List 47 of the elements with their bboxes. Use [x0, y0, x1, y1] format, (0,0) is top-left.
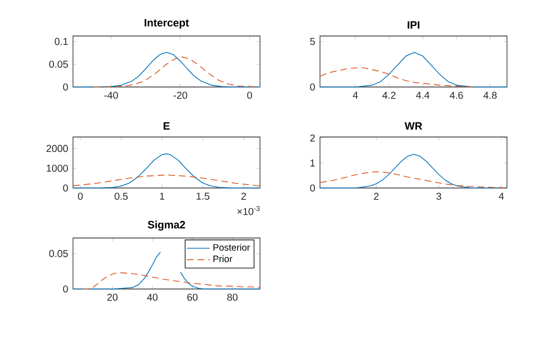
text: ×10$^{-3}$	[237, 206, 260, 216]
y-tick-label: 0	[63, 83, 68, 91]
x-tick-label: 4	[498, 192, 504, 200]
x-tick-label: 1.5	[196, 192, 210, 200]
x-tick-label: 2	[374, 192, 379, 200]
x-tick-label: 3	[436, 192, 442, 200]
x-tick-label: 2	[241, 192, 246, 200]
line-series	[72, 153, 260, 188]
x-tick-label: 1	[160, 192, 164, 200]
x-tick-label: 4.8	[483, 92, 497, 99]
y-tick-label: 0.05	[49, 60, 68, 68]
chart-title: IPI	[408, 21, 420, 29]
chart-title: Intercept	[144, 19, 189, 29]
y-tick-label: 0	[310, 83, 315, 91]
y-tick-label: 5	[310, 38, 315, 45]
chart-title: WR	[404, 122, 422, 130]
y-tick-label: 0	[310, 184, 315, 192]
y-tick-label: 1000	[46, 164, 68, 172]
legend-label: Posterior	[213, 244, 250, 251]
x-tick-label: 60	[187, 294, 198, 301]
y-tick-label: 0	[63, 184, 68, 192]
line-series	[320, 171, 508, 188]
x-tick-label: 0.5	[114, 192, 128, 200]
x-tick-label: 40	[147, 294, 158, 301]
line-series	[320, 67, 474, 88]
x-tick-label: 20	[107, 294, 118, 301]
line-series	[72, 174, 260, 186]
x-tick-label: 0	[247, 92, 252, 99]
chart-title: E	[164, 122, 170, 130]
y-tick-label: 0.05	[49, 250, 68, 258]
line-series	[320, 154, 508, 188]
chart-title: Sigma2	[148, 220, 186, 231]
x-tick-label: 4	[352, 92, 358, 99]
x-tick-label: 4.6	[450, 92, 463, 99]
y-tick-label: 2000	[46, 144, 68, 152]
legend-label: Prior	[213, 255, 232, 262]
x-tick-label: 0	[78, 192, 83, 200]
line-series	[93, 56, 260, 88]
x-tick-label: 4.2	[382, 92, 396, 99]
x-tick-label: -20	[174, 92, 188, 99]
y-tick-label: 1	[310, 160, 315, 166]
x-tick-label: -40	[104, 92, 118, 99]
x-tick-label: 80	[227, 294, 238, 301]
y-tick-label: 2	[310, 134, 315, 142]
y-tick-label: 0.1	[54, 38, 68, 46]
x-tick-label: 4.4	[416, 92, 430, 99]
y-tick-label: 0	[63, 285, 68, 293]
